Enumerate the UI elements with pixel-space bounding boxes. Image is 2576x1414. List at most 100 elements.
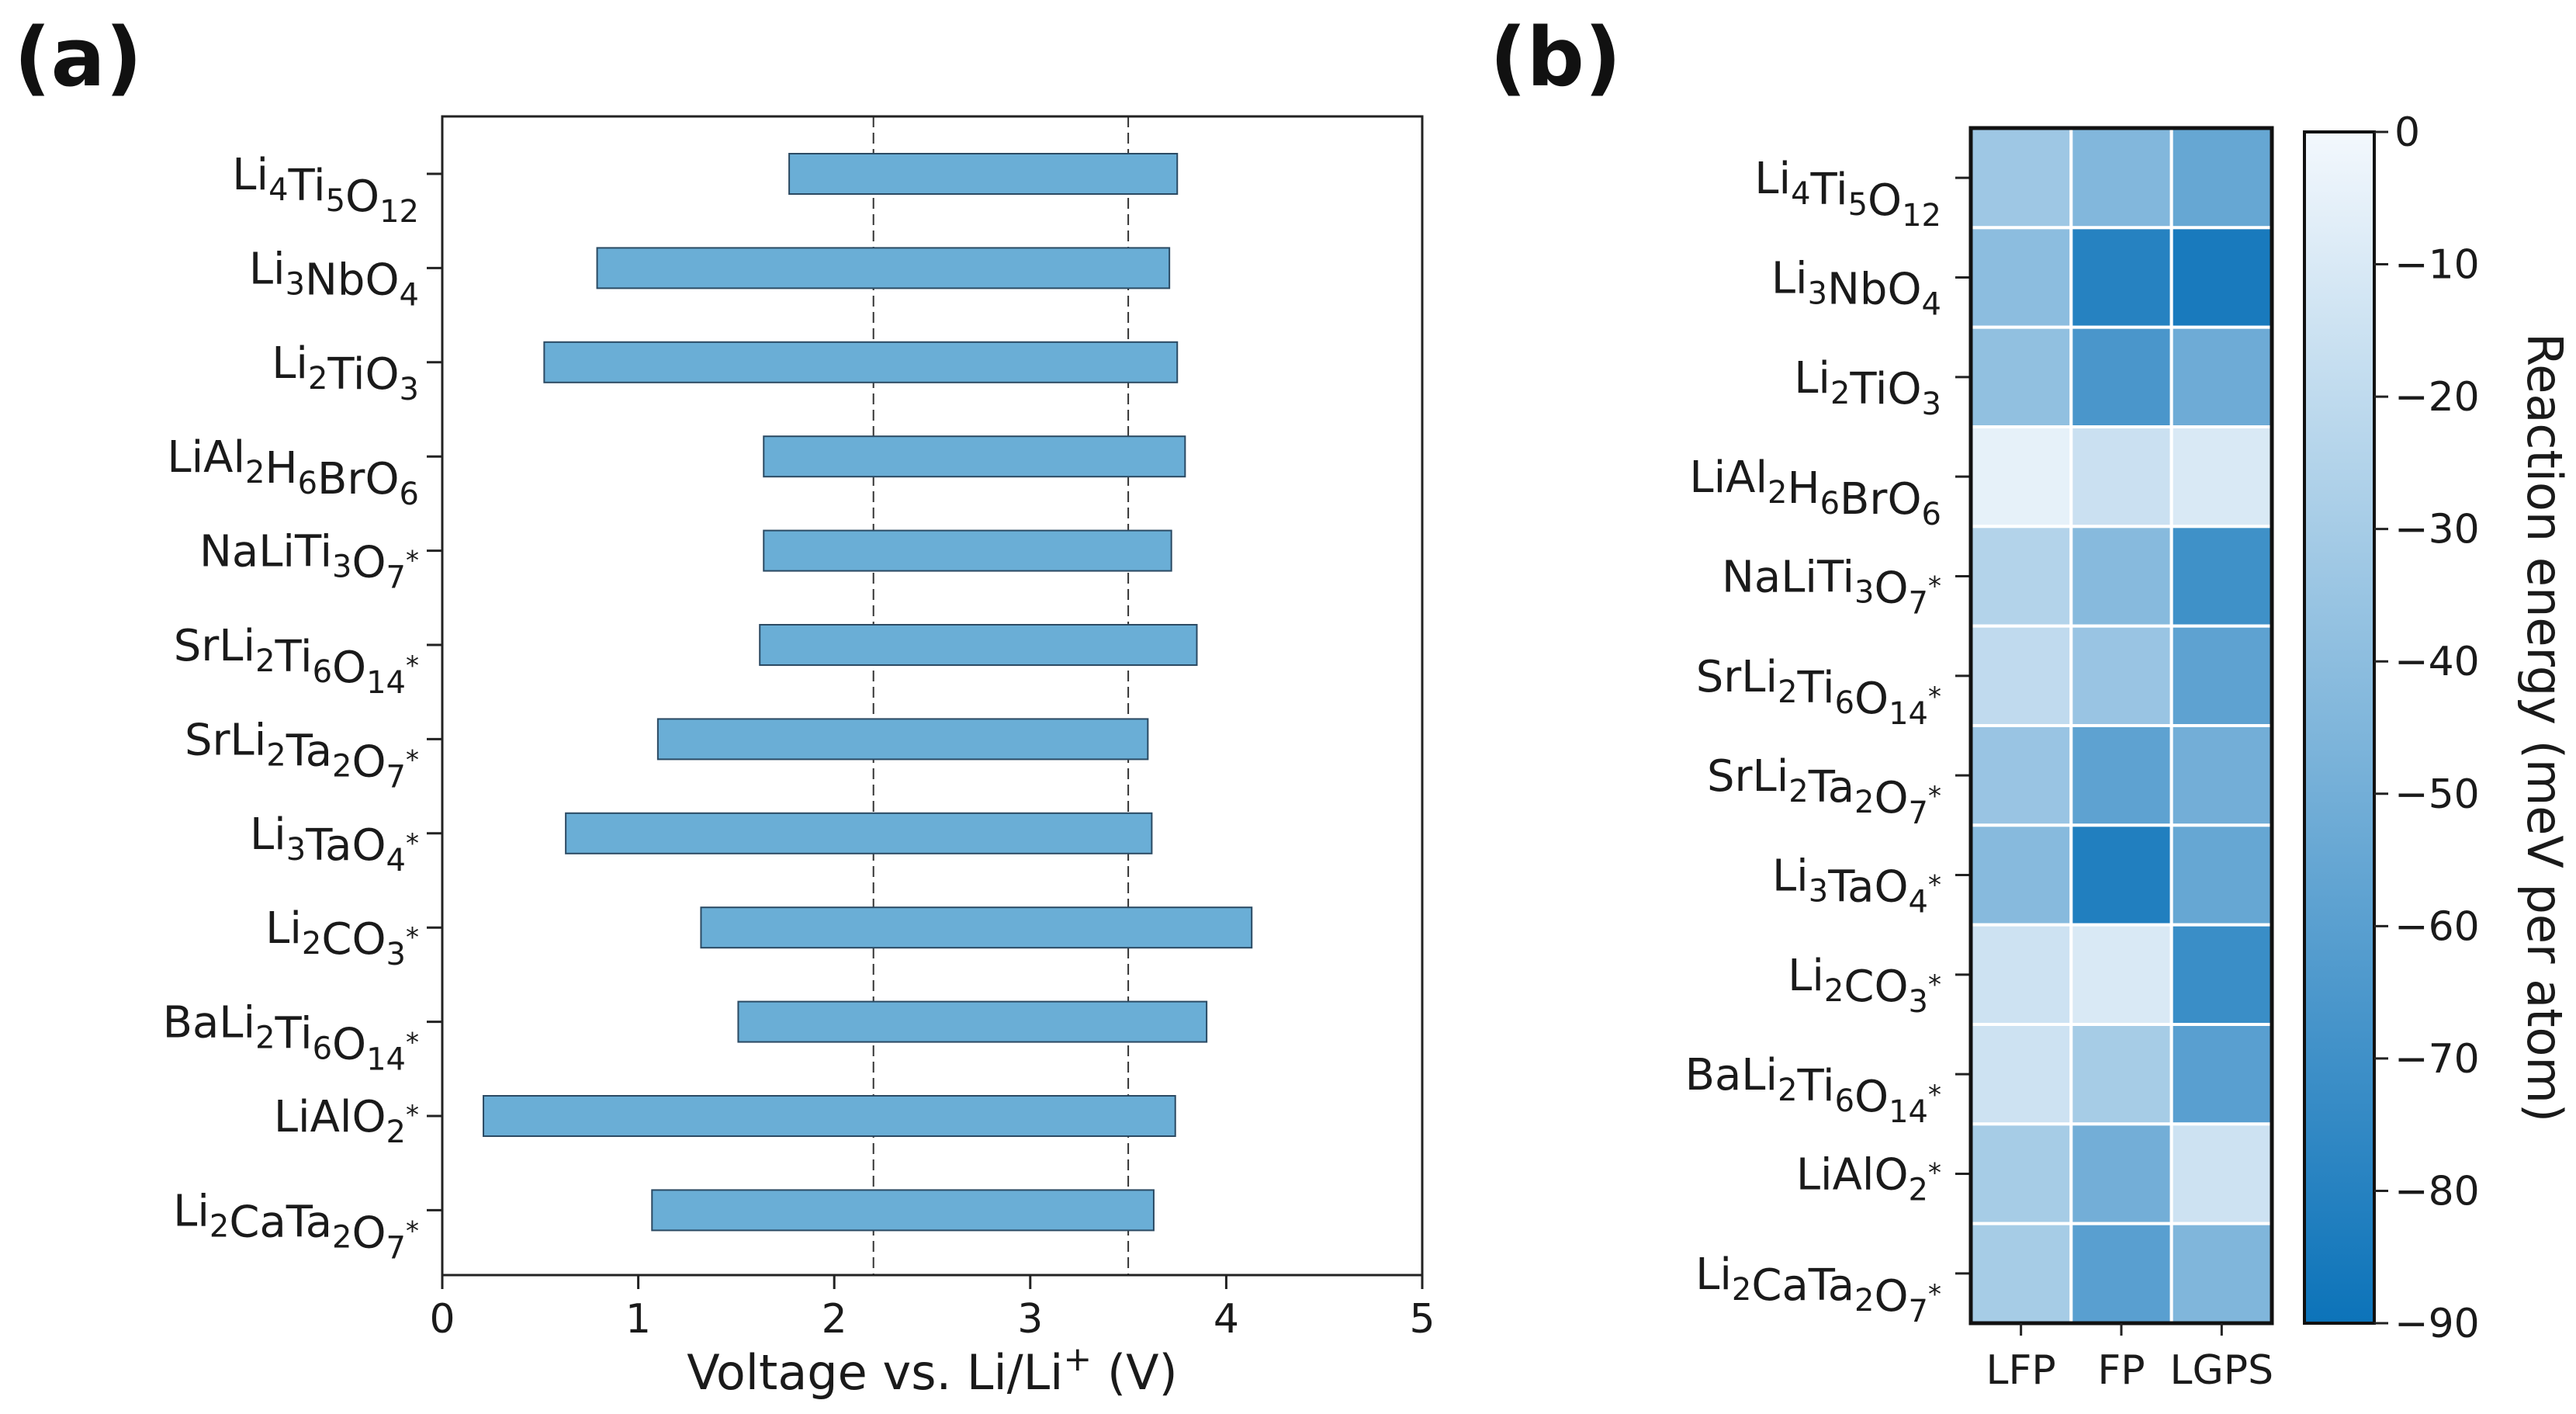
- heatmap-cell: [2069, 823, 2173, 927]
- heatmap-cell: [1969, 1222, 2073, 1325]
- range-bar: [565, 812, 1153, 854]
- heatmap-cell: [2169, 1122, 2274, 1225]
- heatmap-cell: [1969, 1023, 2073, 1126]
- heatmap-cell: [2169, 126, 2274, 230]
- heatmap-cell: [2169, 525, 2274, 628]
- column-label: LGPS: [2170, 1347, 2274, 1394]
- column-label: LFP: [1986, 1347, 2056, 1394]
- panel-label-a: (a): [14, 10, 142, 105]
- heatmap-cell: [1969, 724, 2073, 827]
- heatmap-cell: [1969, 823, 2073, 927]
- plot-frame: [441, 115, 1424, 1277]
- heatmap-cell: [2069, 1122, 2173, 1225]
- range-bar: [737, 1000, 1208, 1043]
- heatmap-cell: [2069, 525, 2173, 628]
- row-label: Li2CO3*: [1788, 951, 1941, 1020]
- colorbar-label: Reaction energy (meV per atom): [2516, 333, 2573, 1122]
- heatmap-cell: [1969, 126, 2073, 230]
- range-bar: [700, 906, 1253, 949]
- x-tick-label: 0: [429, 1296, 455, 1343]
- voltage-range-chart: Li4Ti5O12 Li3NbO4 Li2TiO3 LiAl2H6BrO6 NaLiTi…: [163, 115, 1435, 1401]
- category-label: Li2CO3*: [265, 903, 419, 972]
- category-label: SrLi2Ta2O7*: [185, 715, 419, 795]
- category-label: Li2TiO3: [272, 338, 419, 407]
- x-tick-label: 5: [1409, 1296, 1435, 1343]
- reaction-energy-heatmap: Li4Ti5O12 Li3NbO4 Li2TiO3 LiAl2H6BrO6 NaLiTi…: [1685, 109, 2573, 1394]
- heatmap-cell: [2169, 823, 2274, 927]
- heatmap-cell: [2169, 1023, 2274, 1126]
- heatmap-cell: [2169, 425, 2274, 529]
- x-tick-label: 2: [822, 1296, 847, 1343]
- heatmap-cell: [2069, 1222, 2173, 1325]
- row-label: LiAl2H6BrO6: [1689, 452, 1941, 532]
- heatmap-cell: [2169, 226, 2274, 329]
- colorbar-tick-label: −90: [2394, 1301, 2480, 1347]
- colorbar-tick-label: −70: [2394, 1036, 2480, 1083]
- range-bar: [788, 153, 1179, 195]
- category-label: LiAlO2*: [274, 1092, 419, 1150]
- range-bar: [656, 718, 1149, 761]
- heatmap-cell: [1969, 1122, 2073, 1225]
- category-label: Li3TaO4*: [250, 809, 419, 879]
- heatmap-cell: [1969, 624, 2073, 728]
- heatmap-cell: [2069, 325, 2173, 428]
- x-axis-label: Voltage vs. Li/Li+ (V): [687, 1339, 1177, 1401]
- colorbar-tick-label: −20: [2394, 374, 2480, 421]
- colorbar-tick-label: 0: [2394, 109, 2420, 156]
- category-label: BaLi2Ti6O14*: [163, 998, 419, 1078]
- range-bar: [543, 341, 1179, 383]
- row-label: Li4Ti5O12: [1754, 154, 1941, 234]
- range-bar: [759, 624, 1198, 666]
- heatmap-cell: [2069, 126, 2173, 230]
- range-bar: [596, 247, 1171, 289]
- heatmap-cell: [2069, 923, 2173, 1026]
- heatmap-cell: [2169, 923, 2274, 1026]
- row-label: Li2CaTa2O7*: [1695, 1249, 1941, 1329]
- heatmap-cell: [2169, 724, 2274, 827]
- x-tick-label: 3: [1017, 1296, 1043, 1343]
- row-label: SrLi2Ta2O7*: [1707, 751, 1941, 831]
- heatmap-cell: [2169, 325, 2274, 428]
- heatmap-cell: [2169, 1222, 2274, 1325]
- heatmap-cell: [2069, 226, 2173, 329]
- colorbar: [2303, 130, 2376, 1325]
- x-tick-label: 1: [625, 1296, 651, 1343]
- heatmap-cell: [1969, 923, 2073, 1026]
- category-label: NaLiTi3O7*: [199, 527, 419, 596]
- range-bar: [763, 435, 1186, 478]
- heatmap-cell: [1969, 325, 2073, 428]
- category-label: Li4Ti5O12: [232, 150, 419, 230]
- row-label: NaLiTi3O7*: [1722, 553, 1941, 622]
- category-label: SrLi2Ti6O14*: [174, 621, 419, 701]
- colorbar-tick-label: −50: [2394, 771, 2480, 818]
- column-label: FP: [2097, 1347, 2145, 1394]
- range-bar: [763, 529, 1172, 572]
- heatmap-cell: [2069, 624, 2173, 728]
- range-bar: [483, 1095, 1176, 1137]
- colorbar-tick-label: −60: [2394, 903, 2480, 950]
- row-label: Li3NbO4: [1771, 254, 1941, 323]
- category-label: Li3NbO4: [249, 244, 419, 313]
- panel-label-b: (b): [1490, 10, 1622, 105]
- colorbar-tick-label: −80: [2394, 1168, 2480, 1215]
- heatmap-cell: [2069, 425, 2173, 529]
- heatmap-cell: [1969, 525, 2073, 628]
- heatmap-cell: [2169, 624, 2274, 728]
- heatmap-cell: [2069, 724, 2173, 827]
- heatmap-cell: [2069, 1023, 2173, 1126]
- heatmap-cell: [1969, 425, 2073, 529]
- row-label: SrLi2Ti6O14*: [1696, 652, 1941, 732]
- heatmap-cell: [1969, 226, 2073, 329]
- row-label: BaLi2Ti6O14*: [1685, 1050, 1941, 1130]
- category-label: LiAl2H6BrO6: [167, 432, 419, 512]
- row-label: Li3TaO4*: [1772, 851, 1941, 920]
- category-label: Li2CaTa2O7*: [173, 1186, 419, 1266]
- row-label: Li2TiO3: [1794, 353, 1941, 422]
- range-bar: [651, 1189, 1155, 1232]
- x-tick-label: 4: [1214, 1296, 1239, 1343]
- row-label: LiAlO2*: [1796, 1150, 1941, 1208]
- colorbar-tick-label: −30: [2394, 507, 2480, 553]
- colorbar-tick-label: −10: [2394, 242, 2480, 289]
- colorbar-tick-label: −40: [2394, 639, 2480, 685]
